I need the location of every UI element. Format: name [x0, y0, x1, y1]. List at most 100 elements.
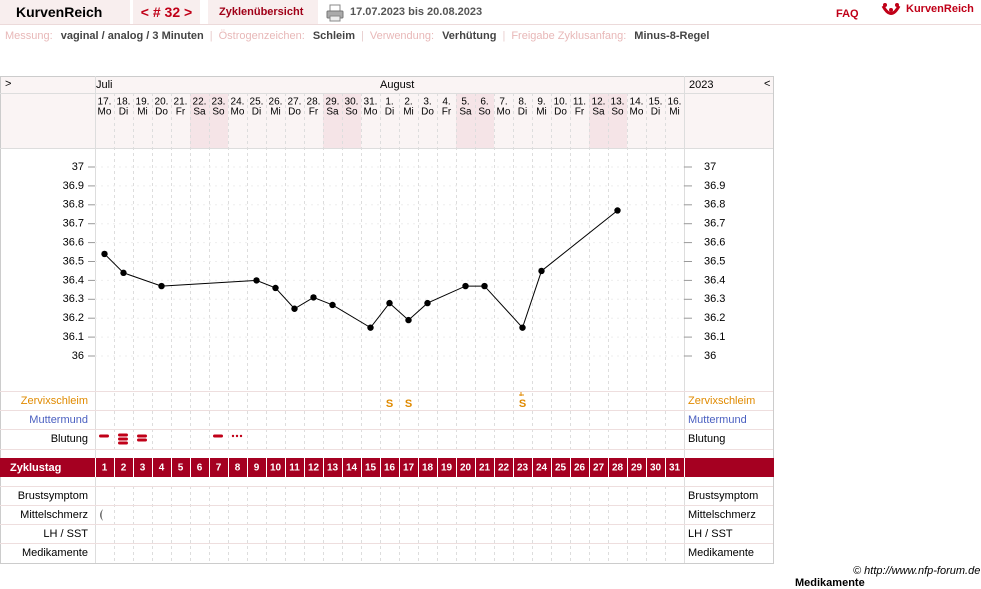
y-tick-label: 36.3: [704, 293, 725, 305]
cycle-day: 12: [308, 463, 320, 474]
date-label: 19.: [136, 97, 150, 108]
weekday-label: Mo: [98, 107, 112, 118]
weekday-label: Mo: [630, 107, 644, 118]
cycle-day: 26: [574, 463, 586, 474]
y-tick-label: 36.8: [704, 199, 725, 211]
faq-link[interactable]: FAQ: [836, 8, 859, 20]
date-label: 26.: [269, 97, 283, 108]
date-label: 11.: [573, 97, 586, 108]
copyright: © http://www.nfp-forum.de: [853, 565, 981, 577]
cycle-day: 15: [365, 463, 377, 474]
bleeding-icon: [118, 433, 128, 437]
cycle-day: 4: [159, 463, 165, 474]
y-tick-label: 36.6: [63, 237, 84, 249]
weekday-label: Sa: [592, 107, 605, 118]
row-label: Medikamente: [22, 547, 88, 559]
row-label: Brustsymptom: [18, 490, 88, 502]
cervix-mark: S: [405, 398, 412, 410]
weekday-label: Sa: [326, 107, 339, 118]
weekday-label: Do: [155, 107, 168, 118]
cycle-day: 10: [270, 463, 282, 474]
weekday-label: Sa: [459, 107, 472, 118]
date-label: 17.: [98, 97, 112, 108]
weekday-label: Di: [651, 107, 660, 118]
temperature-point: [272, 284, 279, 292]
cycle-day: 18: [422, 463, 434, 474]
cycle-day: 14: [346, 463, 358, 474]
weekday-label: So: [478, 107, 491, 118]
y-tick-label: 37: [72, 161, 84, 173]
weekday-label: So: [611, 107, 624, 118]
separator: |: [502, 30, 506, 42]
y-tick-label: 36.8: [63, 199, 84, 211]
y-tick-label: 36.2: [63, 312, 84, 324]
y-tick-label: 36.9: [63, 180, 84, 192]
nav-left: >: [5, 78, 11, 90]
cycle-label: Zyklustag: [10, 462, 61, 474]
info-label: Messung:: [5, 30, 53, 42]
cycle-day: 23: [517, 463, 529, 474]
cycle-day: 5: [178, 463, 184, 474]
temperature-point: [310, 294, 317, 301]
bleeding-icon: [137, 434, 147, 438]
print-icon[interactable]: [326, 3, 346, 23]
date-label: 27.: [288, 97, 302, 108]
cycle-day: 21: [479, 463, 491, 474]
y-tick-label: 36.7: [704, 218, 725, 230]
date-label: 6.: [480, 97, 488, 108]
weekday-label: Do: [421, 107, 434, 118]
y-tick-label: 36.1: [63, 331, 84, 343]
weekend-shade: [589, 93, 627, 148]
date-label: 8.: [518, 97, 526, 108]
y-tick-label: 36.1: [704, 331, 725, 343]
temperature-point: [386, 299, 393, 307]
row-label: LH / SST: [688, 528, 733, 540]
info-value: Schleim: [312, 30, 355, 42]
brand[interactable]: KurvenReich: [0, 0, 130, 24]
cycle-day: 17: [403, 463, 415, 474]
cycle-day: 28: [612, 463, 624, 474]
weekend-shade: [190, 93, 228, 148]
temperature-point: [367, 324, 374, 331]
y-tick-label: 36.5: [63, 255, 84, 267]
weekday-label: Fr: [442, 107, 452, 118]
info-line: Messung: vaginal / analog / 3 Minuten | Öst…: [5, 30, 709, 43]
date-label: 4.: [442, 97, 450, 108]
temperature-point: [329, 301, 336, 309]
bleeding-icon: [99, 434, 109, 438]
weekday-label: Mi: [270, 107, 281, 118]
temperature-point: [538, 267, 545, 275]
cycle-day: 3: [140, 463, 146, 474]
weekend-shade: [456, 93, 494, 148]
cycle-day: 22: [498, 463, 510, 474]
bleeding-dot: [235, 434, 239, 438]
row-label: LH / SST: [43, 528, 88, 540]
date-label: 7.: [499, 97, 507, 108]
nav-right: <: [764, 78, 770, 90]
temperature-point: [291, 305, 298, 312]
cycle-nav[interactable]: < # 32 >: [133, 0, 200, 24]
weekday-label: Di: [252, 107, 261, 118]
temperature-point: [424, 299, 431, 307]
cervix-mark: S: [519, 398, 526, 410]
bleeding-icon: [118, 437, 128, 441]
info-value: Verhütung: [442, 30, 497, 42]
overview-link[interactable]: Zyklenübersicht: [208, 0, 318, 24]
y-tick-label: 36.4: [63, 274, 84, 286]
date-label: 15.: [649, 97, 663, 108]
cycle-day: 2: [121, 463, 127, 474]
date-label: 21.: [174, 97, 188, 108]
date-label: 16.: [668, 97, 682, 108]
date-label: 10.: [554, 97, 568, 108]
y-tick-label: 36.7: [63, 218, 84, 230]
cycle-day: 20: [460, 463, 472, 474]
temperature-point: [481, 282, 488, 290]
cut-label: Medikamente: [795, 577, 865, 589]
weekday-label: Mi: [536, 107, 547, 118]
logo-text: KurvenReich: [906, 3, 974, 15]
y-tick-label: 37: [704, 161, 716, 173]
bleeding-icon: [213, 434, 223, 438]
bleeding-icon: [118, 441, 128, 445]
